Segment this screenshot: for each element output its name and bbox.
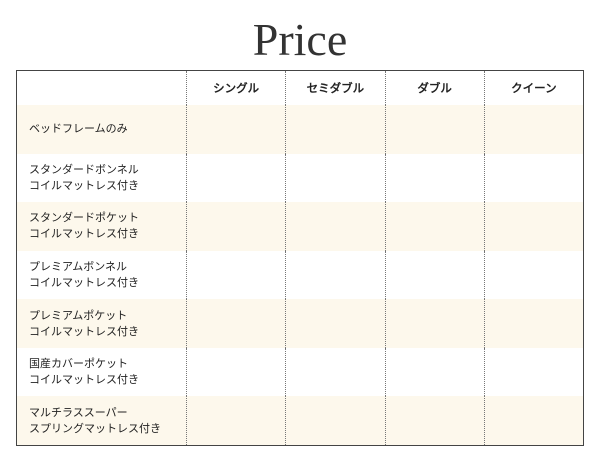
price-table: シングル セミダブル ダブル クイーン ベッドフレームのみ スタンダードボンネルコ… bbox=[16, 70, 584, 446]
row-label: ベッドフレームのみ bbox=[16, 105, 187, 154]
table-row: プレミアムボンネル コイルマットレス付き bbox=[17, 250, 584, 300]
price-cell bbox=[185, 105, 286, 154]
row-label-line: コイルマットレス付き bbox=[29, 227, 139, 241]
table-row: スタンダードボンネル コイルマットレス付き bbox=[17, 153, 584, 203]
price-cell bbox=[185, 202, 286, 251]
header-double: ダブル bbox=[384, 70, 485, 105]
price-cell bbox=[384, 250, 485, 300]
row-label-line: ベッドフレームのみ bbox=[29, 122, 128, 136]
price-cell bbox=[285, 396, 385, 446]
row-label-line: スタンダードボンネル bbox=[29, 162, 139, 176]
row-label-line: プレミアムポケット bbox=[29, 308, 128, 322]
row-label-line: マルチラススーパー bbox=[29, 405, 128, 419]
price-cell bbox=[185, 250, 286, 300]
table-row: マルチラススーパースプリングマットレス付き bbox=[16, 396, 584, 446]
row-label: プレミアムボンネル コイルマットレス付き bbox=[17, 251, 187, 300]
price-cell bbox=[384, 105, 485, 154]
table-row: ベッドフレームのみ bbox=[16, 105, 584, 154]
page-title: Price bbox=[252, 14, 348, 65]
row-label-line: 国産カバーポケット bbox=[29, 357, 128, 371]
price-cell bbox=[384, 202, 485, 251]
price-cell bbox=[285, 250, 385, 300]
price-cell bbox=[483, 396, 584, 446]
price-cell bbox=[483, 153, 584, 203]
header-empty bbox=[17, 71, 187, 106]
price-cell bbox=[384, 347, 485, 397]
price-cell bbox=[483, 299, 584, 348]
row-label-line: コイルマットレス付き bbox=[29, 178, 139, 192]
price-cell bbox=[285, 299, 385, 348]
row-label-line: コイルマットレス付き bbox=[29, 275, 139, 289]
row-label-line: コイルマットレス付き bbox=[29, 373, 139, 387]
price-cell bbox=[384, 299, 485, 348]
price-cell bbox=[483, 250, 584, 300]
price-cell bbox=[285, 105, 385, 154]
header-single: シングル bbox=[185, 70, 286, 105]
row-label: スタンダードボンネル コイルマットレス付き bbox=[17, 154, 187, 203]
row-label-line: コイルマットレス付き bbox=[29, 324, 139, 338]
row-label: プレミアムポケット コイルマットレス付き bbox=[16, 299, 187, 348]
price-cell bbox=[285, 347, 385, 397]
header-queen: クイーン bbox=[483, 70, 584, 105]
price-cell bbox=[185, 396, 286, 446]
price-cell bbox=[384, 396, 485, 446]
price-cell bbox=[185, 153, 286, 203]
row-label: スタンダードポケット コイルマットレス付き bbox=[16, 202, 187, 251]
price-cell bbox=[285, 153, 385, 203]
table-row: プレミアムポケット コイルマットレス付き bbox=[16, 299, 584, 348]
price-cell bbox=[285, 202, 385, 251]
header-row: シングル セミダブル ダブル クイーン bbox=[17, 70, 584, 106]
price-cell bbox=[384, 153, 485, 203]
row-label-line: プレミアムボンネル bbox=[29, 259, 128, 273]
price-cell bbox=[483, 105, 584, 154]
table-row: 国産カバーポケット コイルマットレス付き bbox=[17, 347, 584, 397]
row-label: マルチラススーパースプリングマットレス付き bbox=[16, 396, 187, 446]
row-label-line: スタンダードポケット bbox=[29, 211, 139, 225]
price-cell bbox=[483, 347, 584, 397]
price-cell bbox=[483, 202, 584, 251]
table-row: スタンダードポケット コイルマットレス付き bbox=[16, 202, 584, 251]
row-label: 国産カバーポケット コイルマットレス付き bbox=[17, 348, 187, 397]
header-semi-double: セミダブル bbox=[285, 70, 385, 105]
row-label-line: スプリングマットレス付き bbox=[29, 421, 161, 435]
price-cell bbox=[185, 299, 286, 348]
price-cell bbox=[185, 347, 286, 397]
